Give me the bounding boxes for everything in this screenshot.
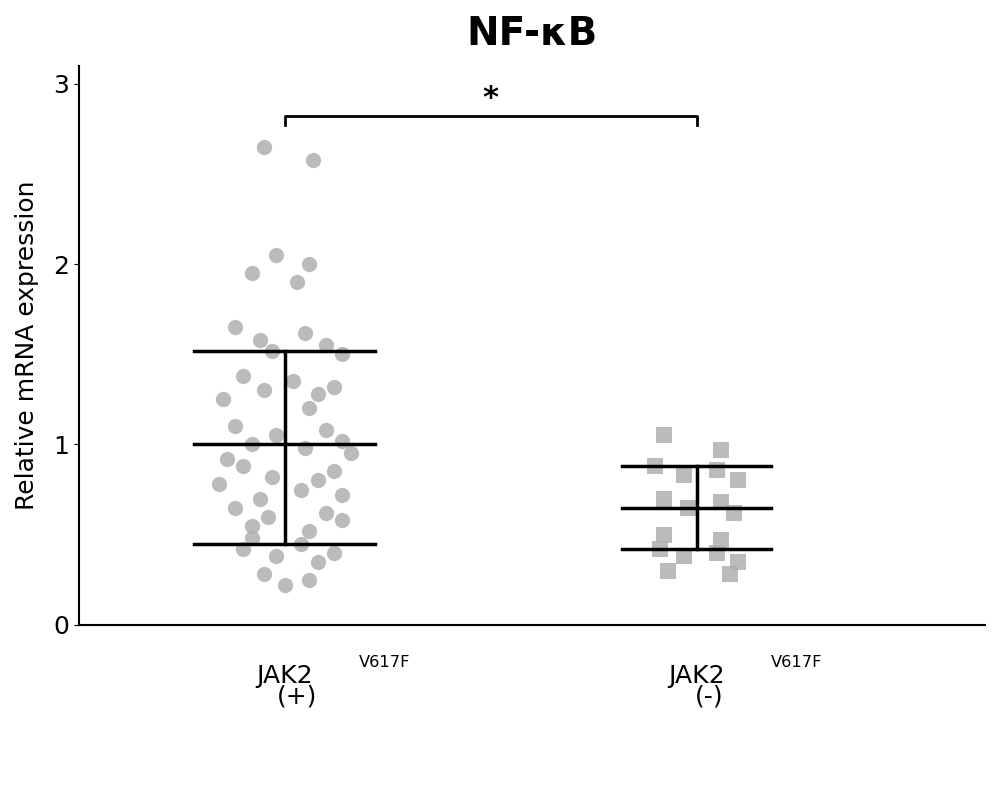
Text: V617F: V617F [359,655,410,670]
Text: (-): (-) [695,684,723,708]
Text: (+): (+) [277,684,317,708]
Text: V617F: V617F [771,655,822,670]
Y-axis label: Relative mRNA expression: Relative mRNA expression [15,181,39,510]
Title: NF-κB: NF-κB [466,15,597,53]
Text: JAK2: JAK2 [256,664,313,688]
Text: *: * [483,84,499,112]
Text: JAK2: JAK2 [668,664,725,688]
